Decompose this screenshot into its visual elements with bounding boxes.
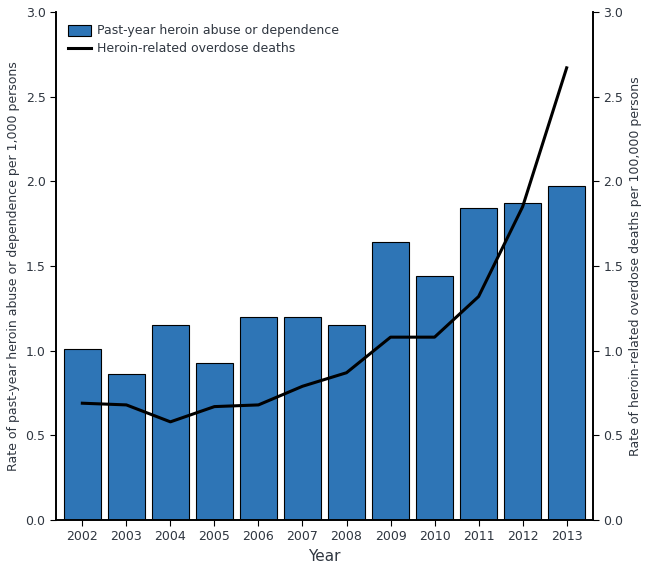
Bar <box>416 276 453 520</box>
Bar <box>372 242 410 520</box>
X-axis label: Year: Year <box>308 549 341 564</box>
Y-axis label: Rate of past-year heroin abuse or dependence per 1,000 persons: Rate of past-year heroin abuse or depend… <box>7 61 20 471</box>
Bar <box>504 203 541 520</box>
Bar <box>328 325 365 520</box>
Bar <box>196 363 233 520</box>
Y-axis label: Rate of heroin-related overdose deaths per 100,000 persons: Rate of heroin-related overdose deaths p… <box>629 76 642 456</box>
Legend: Past-year heroin abuse or dependence, Heroin-related overdose deaths: Past-year heroin abuse or dependence, He… <box>62 18 345 62</box>
Bar <box>460 208 497 520</box>
Bar <box>548 186 585 520</box>
Bar <box>108 375 145 520</box>
Bar <box>239 317 277 520</box>
Bar <box>152 325 189 520</box>
Bar <box>64 349 101 520</box>
Bar <box>284 317 321 520</box>
